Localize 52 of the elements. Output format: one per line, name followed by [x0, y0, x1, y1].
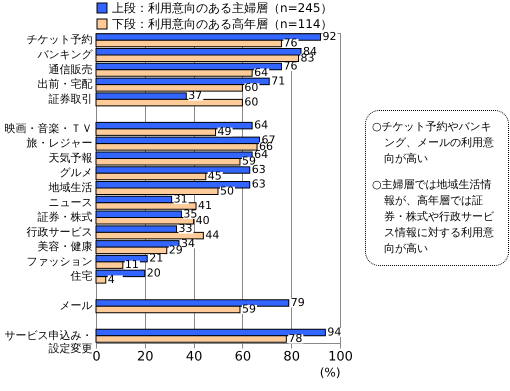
y-tick-label: 映画・音楽・ＴＶ: [4, 122, 92, 135]
legend-label: 下段：利用意向のある高年層（n=114）: [112, 17, 333, 31]
y-tick-label: 旅・レジャー: [26, 136, 92, 150]
y-tick-label: 出前・宅配: [38, 78, 92, 91]
y-tick-label: ニュース: [48, 196, 92, 209]
x-tick-label: 60: [234, 350, 252, 364]
y-tick-label: グルメ: [60, 166, 92, 180]
y-tick-label: 行政サービス: [26, 225, 92, 238]
x-tick-label: 80: [283, 350, 300, 364]
data-label: 20: [146, 266, 161, 280]
y-tick-label: メール: [60, 299, 92, 312]
y-tick-label: ファッション: [26, 254, 92, 268]
data-label: 4: [108, 272, 115, 286]
data-label: 44: [205, 228, 220, 242]
y-tick-label: チケット予約: [26, 33, 92, 46]
data-label: 92: [322, 30, 336, 43]
data-label: 64: [254, 66, 268, 80]
y-tick-label: 通信販売: [48, 62, 92, 76]
x-tick-label: 20: [137, 350, 154, 364]
y-tick-label: 証券取引: [48, 92, 92, 106]
data-label: 49: [218, 125, 232, 138]
data-label: 11: [124, 258, 139, 272]
data-label: 35: [183, 207, 198, 220]
y-tick-label: 住宅: [70, 270, 92, 283]
y-tick-label: 天気予報: [48, 151, 92, 164]
data-label: 29: [168, 243, 183, 256]
data-label: 60: [244, 80, 258, 94]
note-box: ○チケット予約やバンキング、メールの利用意向が高い ○主婦層では地域生活情報が、高年層では証券・株式や行政サービス情報に対する利用意向が高い: [365, 110, 509, 266]
legend-label: 上段：利用意向のある主婦層（n=245）: [112, 1, 333, 15]
y-tick-label: 証券・株式: [38, 210, 92, 224]
x-axis-title: (%): [320, 366, 340, 380]
data-label: 50: [220, 184, 234, 198]
data-label: 71: [271, 74, 286, 88]
data-label: 45: [208, 169, 222, 182]
y-tick-label: バンキング: [36, 48, 94, 62]
data-label: 60: [244, 96, 258, 109]
y-tick-label: サービス申込み・設定変更: [4, 328, 92, 355]
data-label: 63: [252, 178, 266, 191]
y-tick-label: 美容・健康: [38, 240, 92, 254]
x-tick-label: 100: [328, 350, 353, 364]
data-label: 34: [180, 236, 195, 250]
data-label: 59: [242, 302, 256, 316]
data-label: 64: [254, 118, 268, 132]
x-tick-label: 40: [186, 350, 202, 364]
data-label: 41: [198, 199, 212, 212]
x-tick-label: 0: [92, 350, 101, 364]
data-label: 76: [283, 36, 298, 50]
data-label: 40: [196, 214, 210, 227]
data-label: 78: [288, 332, 302, 346]
data-label: 79: [290, 296, 305, 309]
data-label: 94: [327, 326, 342, 339]
y-tick-label: 地域生活: [48, 181, 92, 194]
